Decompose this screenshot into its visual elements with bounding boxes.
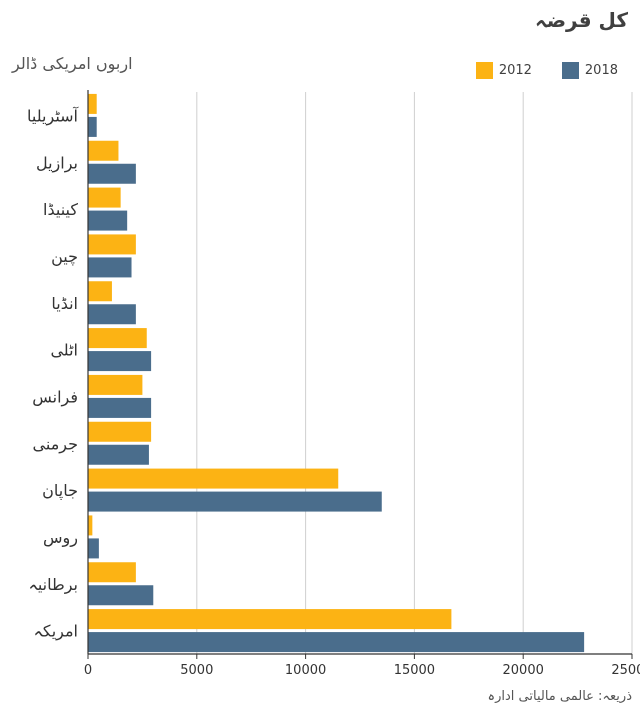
bar-2012	[88, 281, 112, 302]
bar-2018	[88, 632, 585, 653]
bar-2012	[88, 187, 121, 208]
bar-2018	[88, 257, 132, 278]
category-label: فرانس	[32, 387, 78, 407]
category-label: امریکہ	[33, 622, 78, 642]
unit-label: اربوں امریکی ڈالر	[12, 54, 133, 73]
category-label: آسٹریلیا	[27, 106, 80, 126]
category-label: اٹلی	[50, 341, 78, 360]
category-label: کینیڈا	[43, 200, 78, 219]
category-label: جاپان	[42, 481, 78, 501]
bar-2018	[88, 304, 136, 325]
x-tick-label: 20000	[503, 663, 544, 678]
category-label: برطانیہ	[28, 575, 78, 595]
bar-2012	[88, 140, 119, 161]
legend-label-2012: 2012	[498, 63, 532, 78]
bar-2012	[88, 515, 93, 536]
legend: 2012 2018	[475, 62, 618, 79]
category-label: انڈیا	[51, 294, 78, 313]
bar-2018	[88, 210, 128, 231]
bar-2012	[88, 328, 147, 349]
bar-2012	[88, 421, 152, 442]
bar-2018	[88, 585, 154, 606]
x-tick-label: 0	[84, 663, 92, 678]
bar-2018	[88, 116, 97, 137]
legend-label-2018: 2018	[584, 63, 618, 78]
x-tick-label: 25000	[611, 663, 640, 678]
bar-2012	[88, 609, 452, 630]
bar-2018	[88, 538, 99, 559]
bar-2012	[88, 374, 143, 395]
bar-2018	[88, 351, 152, 372]
bar-2018	[88, 444, 149, 465]
bar-2018	[88, 163, 136, 184]
bar-2012	[88, 93, 97, 114]
x-tick-label: 10000	[285, 663, 326, 678]
bar-2018	[88, 397, 152, 418]
chart-title: کل قرضہ	[534, 8, 628, 32]
legend-item-2018: 2018	[561, 62, 618, 79]
x-tick-label: 5000	[180, 663, 213, 678]
x-tick-label: 15000	[394, 663, 435, 678]
bar-2012	[88, 562, 136, 583]
legend-swatch-2018	[561, 62, 579, 79]
category-label: برازیل	[36, 153, 78, 173]
bar-2018	[88, 491, 382, 512]
category-label: جرمنی	[33, 434, 78, 454]
bar-2012	[88, 234, 136, 255]
category-label: روس	[43, 528, 78, 548]
source-note: ذریعہ: عالمی مالیاتی ادارہ	[487, 689, 632, 704]
bar-2012	[88, 468, 339, 489]
legend-swatch-2012	[475, 62, 493, 79]
legend-item-2012: 2012	[475, 62, 532, 79]
category-label: چین	[51, 247, 78, 267]
